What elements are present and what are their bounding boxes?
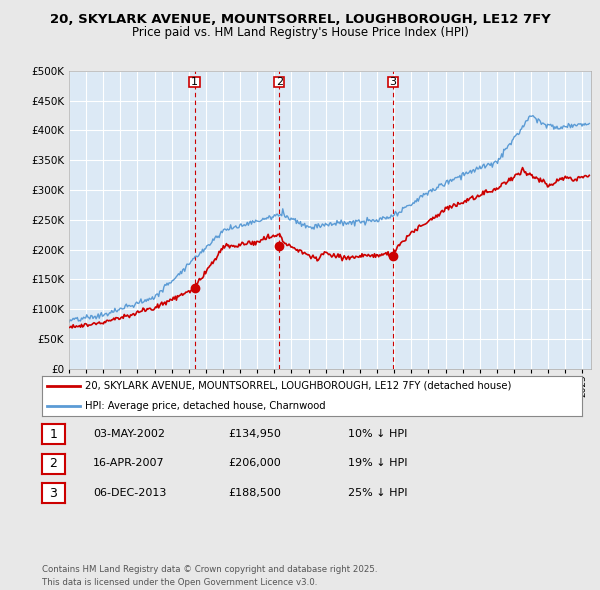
- Text: 03-MAY-2002: 03-MAY-2002: [93, 429, 165, 438]
- Text: 3: 3: [49, 487, 58, 500]
- Text: £206,000: £206,000: [228, 458, 281, 468]
- Text: HPI: Average price, detached house, Charnwood: HPI: Average price, detached house, Char…: [85, 401, 326, 411]
- Text: Contains HM Land Registry data © Crown copyright and database right 2025.
This d: Contains HM Land Registry data © Crown c…: [42, 565, 377, 587]
- FancyBboxPatch shape: [274, 77, 284, 87]
- Text: 2: 2: [49, 457, 58, 470]
- Text: 25% ↓ HPI: 25% ↓ HPI: [348, 488, 407, 497]
- Text: 1: 1: [49, 428, 58, 441]
- Text: 10% ↓ HPI: 10% ↓ HPI: [348, 429, 407, 438]
- Text: Price paid vs. HM Land Registry's House Price Index (HPI): Price paid vs. HM Land Registry's House …: [131, 26, 469, 39]
- Text: £134,950: £134,950: [228, 429, 281, 438]
- Text: £188,500: £188,500: [228, 488, 281, 497]
- Text: 2: 2: [276, 77, 283, 87]
- Text: 16-APR-2007: 16-APR-2007: [93, 458, 164, 468]
- Text: 19% ↓ HPI: 19% ↓ HPI: [348, 458, 407, 468]
- Text: 20, SKYLARK AVENUE, MOUNTSORREL, LOUGHBOROUGH, LE12 7FY (detached house): 20, SKYLARK AVENUE, MOUNTSORREL, LOUGHBO…: [85, 381, 512, 391]
- FancyBboxPatch shape: [388, 77, 398, 87]
- Text: 3: 3: [389, 77, 397, 87]
- FancyBboxPatch shape: [190, 77, 200, 87]
- Text: 20, SKYLARK AVENUE, MOUNTSORREL, LOUGHBOROUGH, LE12 7FY: 20, SKYLARK AVENUE, MOUNTSORREL, LOUGHBO…: [50, 13, 550, 26]
- Text: 06-DEC-2013: 06-DEC-2013: [93, 488, 166, 497]
- Text: 1: 1: [191, 77, 198, 87]
